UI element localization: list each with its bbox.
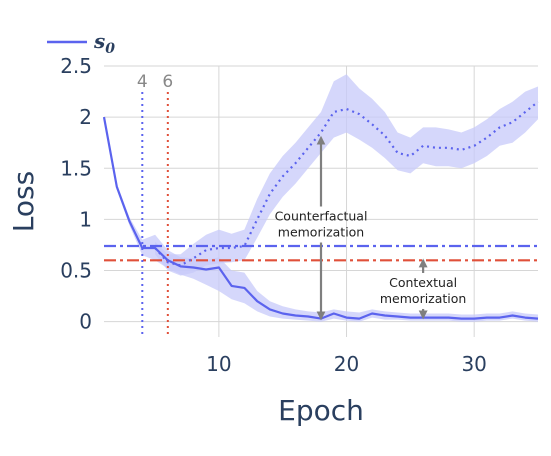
y-tick-label: 0.5 — [60, 259, 92, 283]
legend: s0 — [47, 29, 115, 57]
y-axis-title: Loss — [7, 171, 40, 232]
confidence-band — [104, 117, 538, 322]
annotation-text: Counterfactual — [275, 209, 368, 224]
x-tick-label: 30 — [461, 352, 486, 376]
confidence-band — [155, 74, 538, 276]
legend-label-main: s — [93, 29, 105, 53]
tick-labels: 10 20 30 0 0.5 1 1.5 2 2.5 — [60, 54, 487, 376]
y-tick-label: 1 — [79, 207, 92, 231]
y-tick-label: 1.5 — [60, 156, 92, 180]
y-tick-label: 2.5 — [60, 54, 92, 78]
x-tick-label: 10 — [206, 352, 231, 376]
confidence-bands — [104, 74, 538, 322]
annotation-text: memorization — [380, 291, 466, 306]
annotations: CounterfactualmemorizationContextualmemo… — [275, 135, 466, 321]
x-tick-label: 20 — [334, 352, 359, 376]
vertical-line-label: 6 — [162, 72, 173, 92]
x-axis-title: Epoch — [278, 394, 364, 427]
y-tick-label: 0 — [79, 310, 92, 334]
y-tick-label: 2 — [79, 105, 92, 129]
annotation-text: memorization — [278, 225, 364, 240]
vertical-line-label: 4 — [137, 72, 148, 92]
legend-label: s0 — [93, 29, 115, 57]
legend-label-sub: 0 — [105, 41, 115, 57]
annotation-text: Contextual — [389, 275, 457, 290]
series-line — [154, 100, 539, 267]
